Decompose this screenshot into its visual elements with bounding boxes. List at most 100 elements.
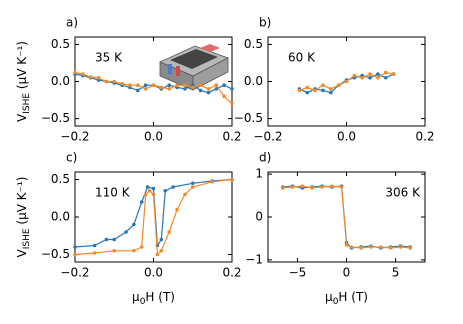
x-tick-label: 0: [343, 266, 351, 280]
data-point: [300, 184, 305, 188]
data-point: [368, 72, 372, 76]
label-unit: (μV K⁻¹): [15, 177, 29, 229]
data-point: [73, 245, 77, 249]
data-point: [190, 185, 195, 189]
data-point: [128, 83, 132, 88]
data-point: [167, 230, 171, 234]
series-line: [74, 178, 233, 248]
y-tick-label: 1: [255, 167, 263, 181]
y-tick-label: 0.5: [51, 37, 70, 51]
temperature-label: 110 K: [95, 186, 131, 200]
data-point: [104, 237, 109, 242]
data-point: [198, 88, 203, 93]
data-point: [124, 230, 128, 234]
x-tick-label: 0.0: [144, 266, 163, 280]
data-point: [336, 83, 341, 88]
panel-label: d): [259, 151, 271, 165]
data-point: [167, 83, 171, 88]
x-tick-label: −5: [289, 266, 307, 280]
x-tick-label: −0.2: [60, 130, 89, 144]
y-tick-label: −1: [245, 252, 263, 266]
data-point: [280, 186, 285, 190]
x-axis-label: μ0H (T): [325, 290, 368, 307]
data-point: [352, 73, 357, 78]
data-point: [206, 90, 211, 95]
data-point: [175, 207, 179, 212]
label-subscript: 0: [333, 297, 339, 307]
data-point: [321, 83, 325, 88]
data-point: [391, 72, 396, 76]
y-tick-label: 0.5: [244, 37, 263, 51]
data-point: [190, 181, 195, 186]
panel-label: b): [259, 16, 271, 30]
y-tick-label: 0.0: [51, 210, 70, 224]
x-tick-label: 0.2: [415, 130, 434, 144]
data-point: [376, 72, 380, 76]
x-tick-label: −0.2: [60, 266, 89, 280]
y-axis-label: VISHE (μV K⁻¹): [15, 41, 32, 122]
data-point: [167, 87, 171, 91]
data-point: [206, 87, 211, 91]
data-point: [359, 246, 364, 250]
data-point: [297, 88, 302, 93]
data-point: [305, 85, 310, 90]
data-point: [175, 83, 179, 88]
y-tick-label: 0.0: [244, 74, 263, 88]
data-point: [120, 81, 124, 86]
data-point: [344, 243, 349, 247]
data-point: [321, 88, 325, 93]
data-point: [143, 87, 148, 91]
data-point: [155, 252, 160, 257]
data-point: [383, 70, 388, 75]
data-point: [183, 83, 187, 88]
data-point: [388, 246, 393, 250]
x-tick-label: 0.0: [337, 130, 356, 144]
y-tick-label: 0: [255, 210, 263, 224]
temperature-label: 306 K: [385, 186, 421, 200]
label-main: V: [15, 248, 29, 257]
label-unit: (μV K⁻¹): [15, 41, 29, 93]
data-point: [360, 75, 365, 80]
label-main: μ: [325, 290, 333, 304]
data-point: [143, 83, 148, 88]
panel-label: a): [66, 16, 78, 30]
data-point: [104, 79, 109, 84]
data-point: [329, 184, 334, 188]
series-line: [74, 178, 233, 256]
data-point: [383, 75, 388, 80]
data-point: [190, 85, 195, 90]
data-point: [92, 243, 97, 248]
x-tick-label: −0.2: [253, 130, 282, 144]
data-point: [222, 83, 226, 88]
data-point: [171, 185, 175, 189]
data-point: [339, 185, 344, 189]
data-point: [230, 87, 234, 91]
y-tick-label: −0.5: [41, 247, 70, 261]
data-point: [320, 185, 324, 189]
label-main: μ: [132, 290, 140, 304]
data-point: [230, 177, 234, 182]
data-point: [159, 85, 164, 90]
device-inset: [159, 44, 229, 91]
data-point: [408, 246, 413, 250]
data-point: [313, 88, 317, 93]
data-point: [132, 222, 136, 227]
x-tick-label: 0.2: [222, 266, 241, 280]
data-point: [112, 248, 117, 253]
data-point: [139, 200, 144, 204]
data-point: [96, 75, 101, 80]
data-point: [73, 70, 77, 75]
data-point: [151, 192, 156, 197]
data-point: [88, 75, 93, 79]
data-point: [398, 245, 403, 249]
data-point: [163, 188, 168, 193]
data-point: [136, 88, 140, 93]
data-point: [368, 75, 372, 80]
temperature-label: 60 K: [288, 51, 316, 65]
label-subscript: ISHE: [22, 93, 32, 114]
panel-label: c): [66, 151, 77, 165]
data-point: [112, 79, 117, 84]
label-subscript: 0: [140, 297, 146, 307]
data-point: [329, 87, 333, 91]
